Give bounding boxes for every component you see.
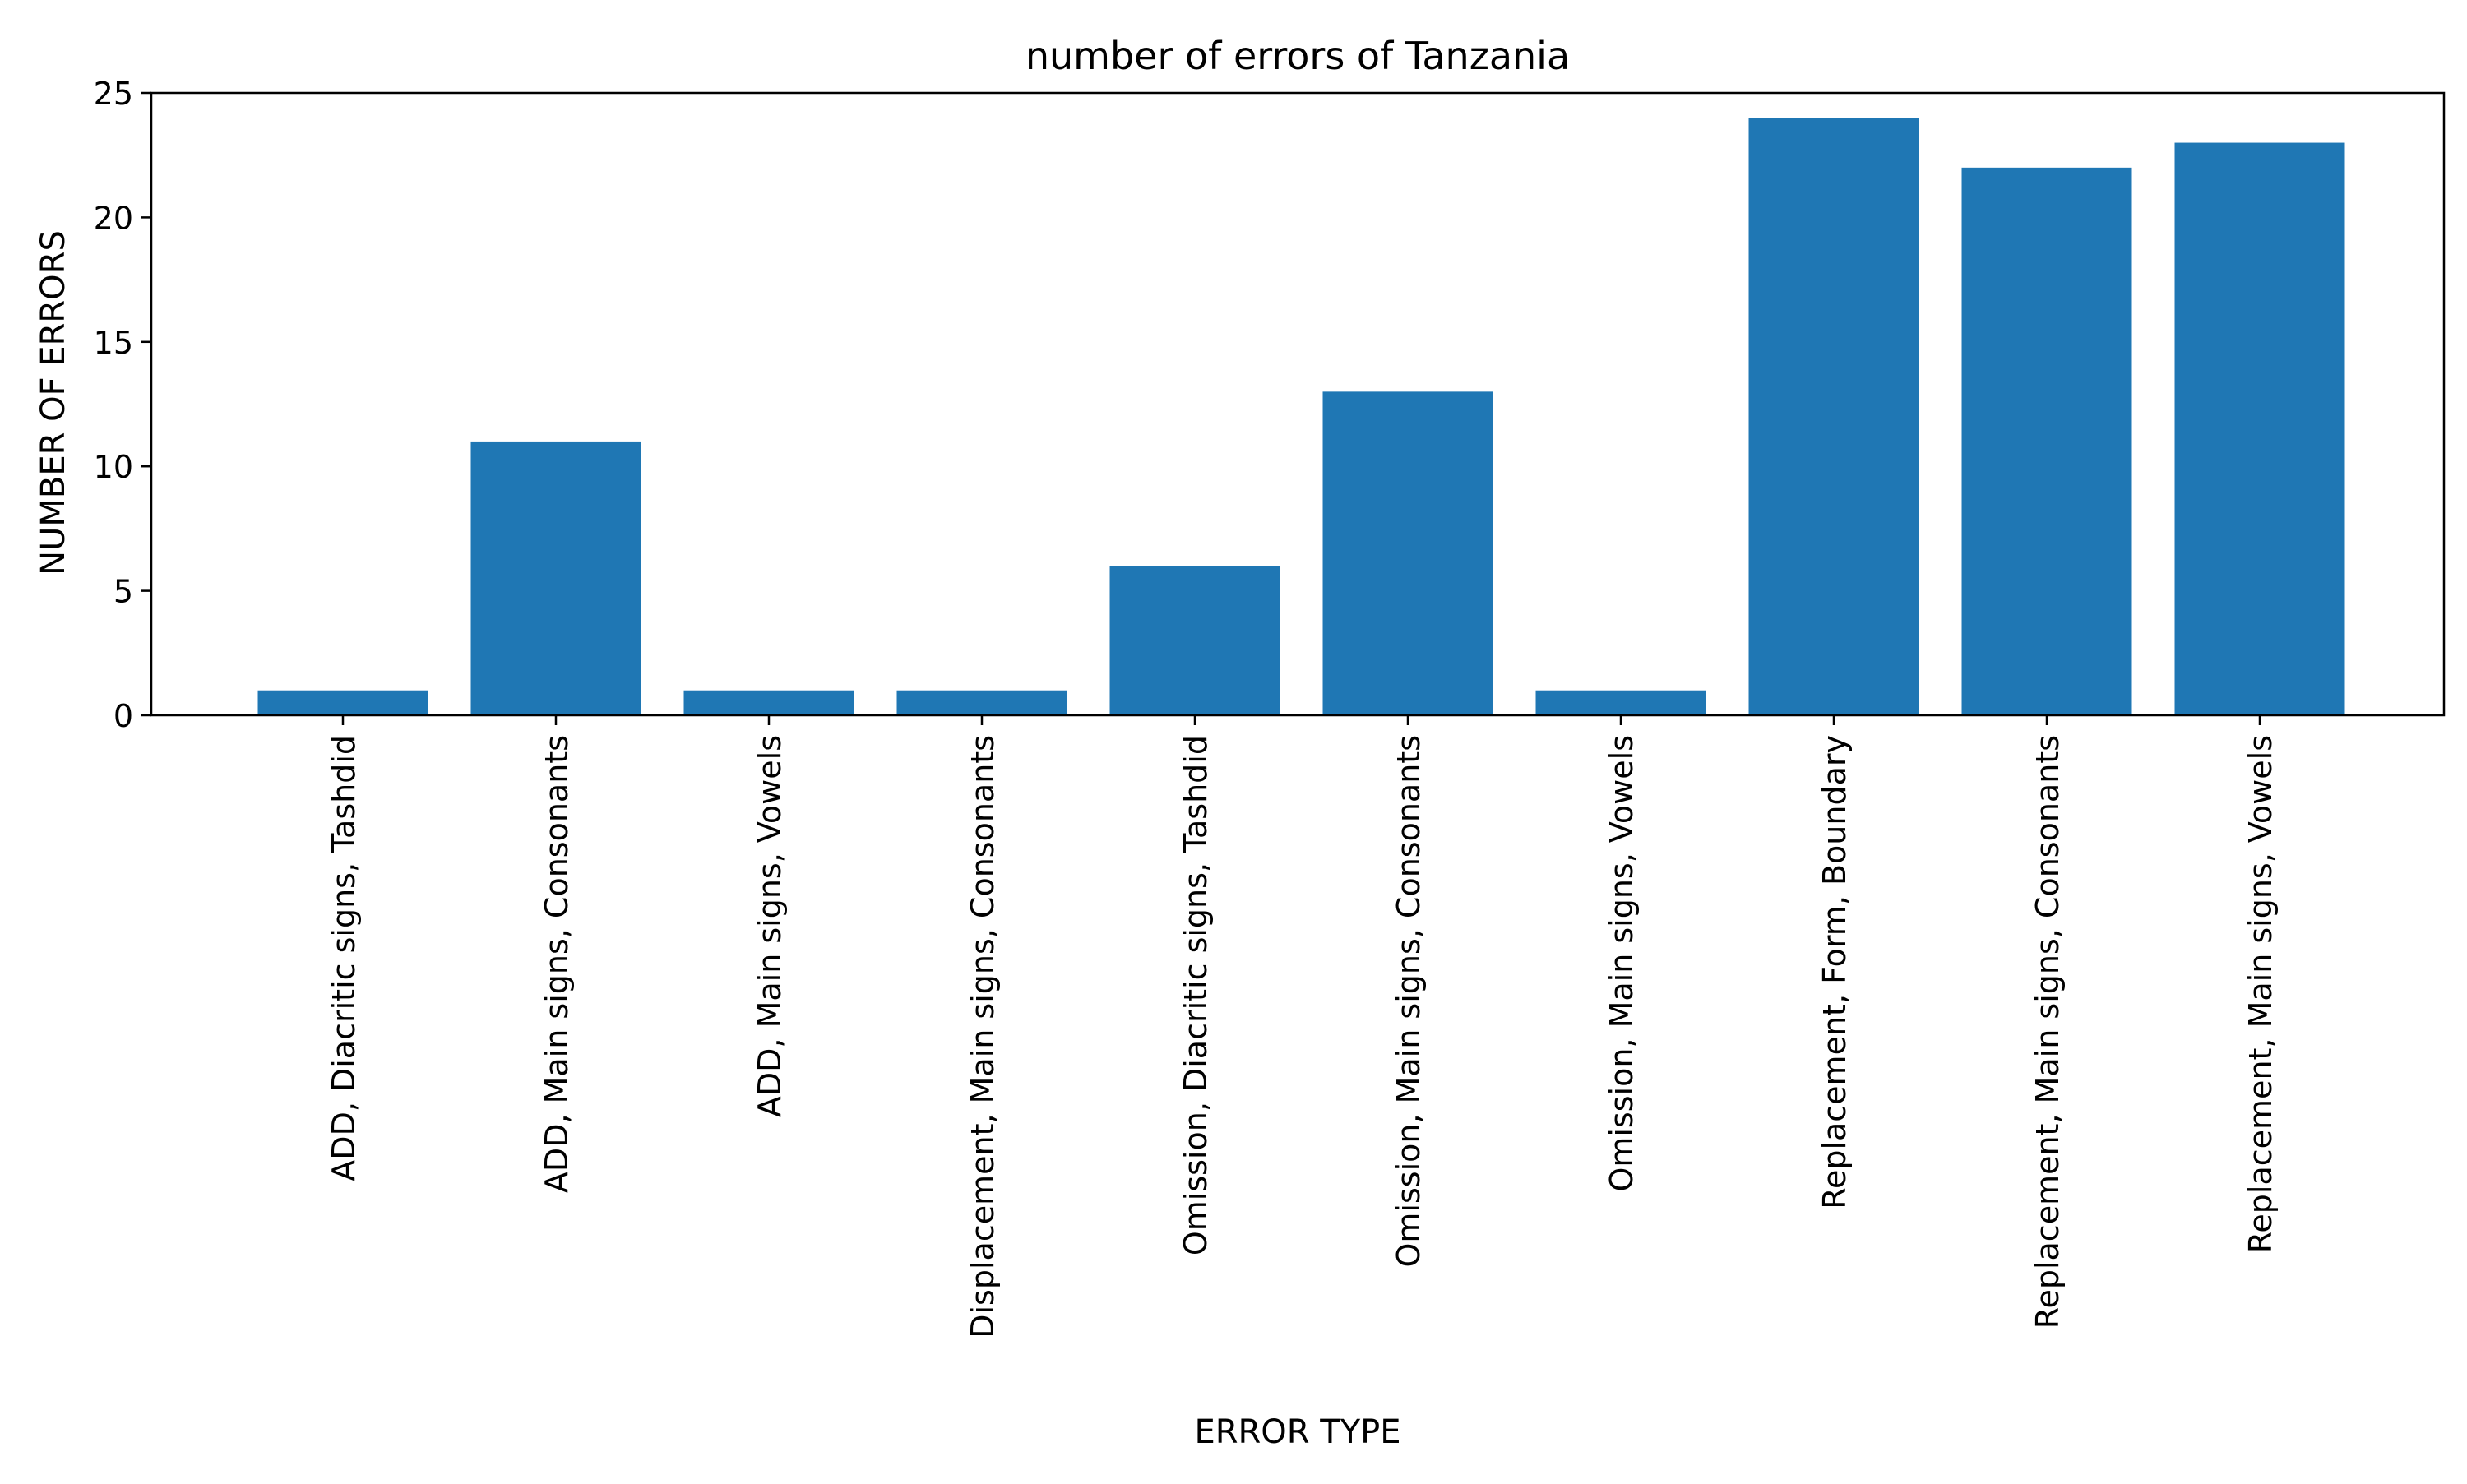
x-axis-label: ERROR TYPE (1194, 1413, 1400, 1451)
bar (1961, 167, 2132, 716)
x-tick-label: Omission, Main signs, Vowels (1604, 735, 1640, 1192)
y-tick-label: 25 (94, 76, 133, 112)
y-tick-label: 15 (94, 325, 133, 361)
x-tick-label: Replacement, Form, Boundary (1817, 735, 1853, 1209)
bar (1322, 391, 1493, 715)
bar (470, 441, 641, 715)
x-tick-label: Omission, Diacritic signs, Tashdid (1178, 735, 1214, 1255)
y-tick-label: 5 (113, 574, 133, 610)
x-tick-label: Omission, Main signs, Consonants (1391, 735, 1427, 1268)
bar (1109, 566, 1280, 715)
bar (1535, 690, 1706, 715)
x-tick-label: Displacement, Main signs, Consonants (965, 735, 1001, 1338)
x-tick-label: Replacement, Main signs, Vowels (2243, 735, 2279, 1253)
x-tick-label: ADD, Main signs, Vowels (752, 735, 788, 1117)
x-tick-label: ADD, Diacritic signs, Tashdid (326, 735, 362, 1181)
bar (257, 690, 428, 715)
x-tick-label: Replacement, Main signs, Consonants (2030, 735, 2066, 1329)
plot-frame (150, 91, 2446, 717)
y-tick-label: 0 (113, 698, 133, 734)
bar (2174, 142, 2345, 715)
bar (896, 690, 1067, 715)
bar (683, 690, 854, 715)
y-tick-label: 20 (94, 200, 133, 236)
y-tick-label: 10 (94, 449, 133, 485)
bar (1748, 118, 1919, 715)
chart-title: number of errors of Tanzania (1025, 34, 1570, 78)
x-tick-label: ADD, Main signs, Consonants (539, 735, 575, 1193)
y-axis-label: NUMBER OF ERRORS (35, 230, 72, 576)
